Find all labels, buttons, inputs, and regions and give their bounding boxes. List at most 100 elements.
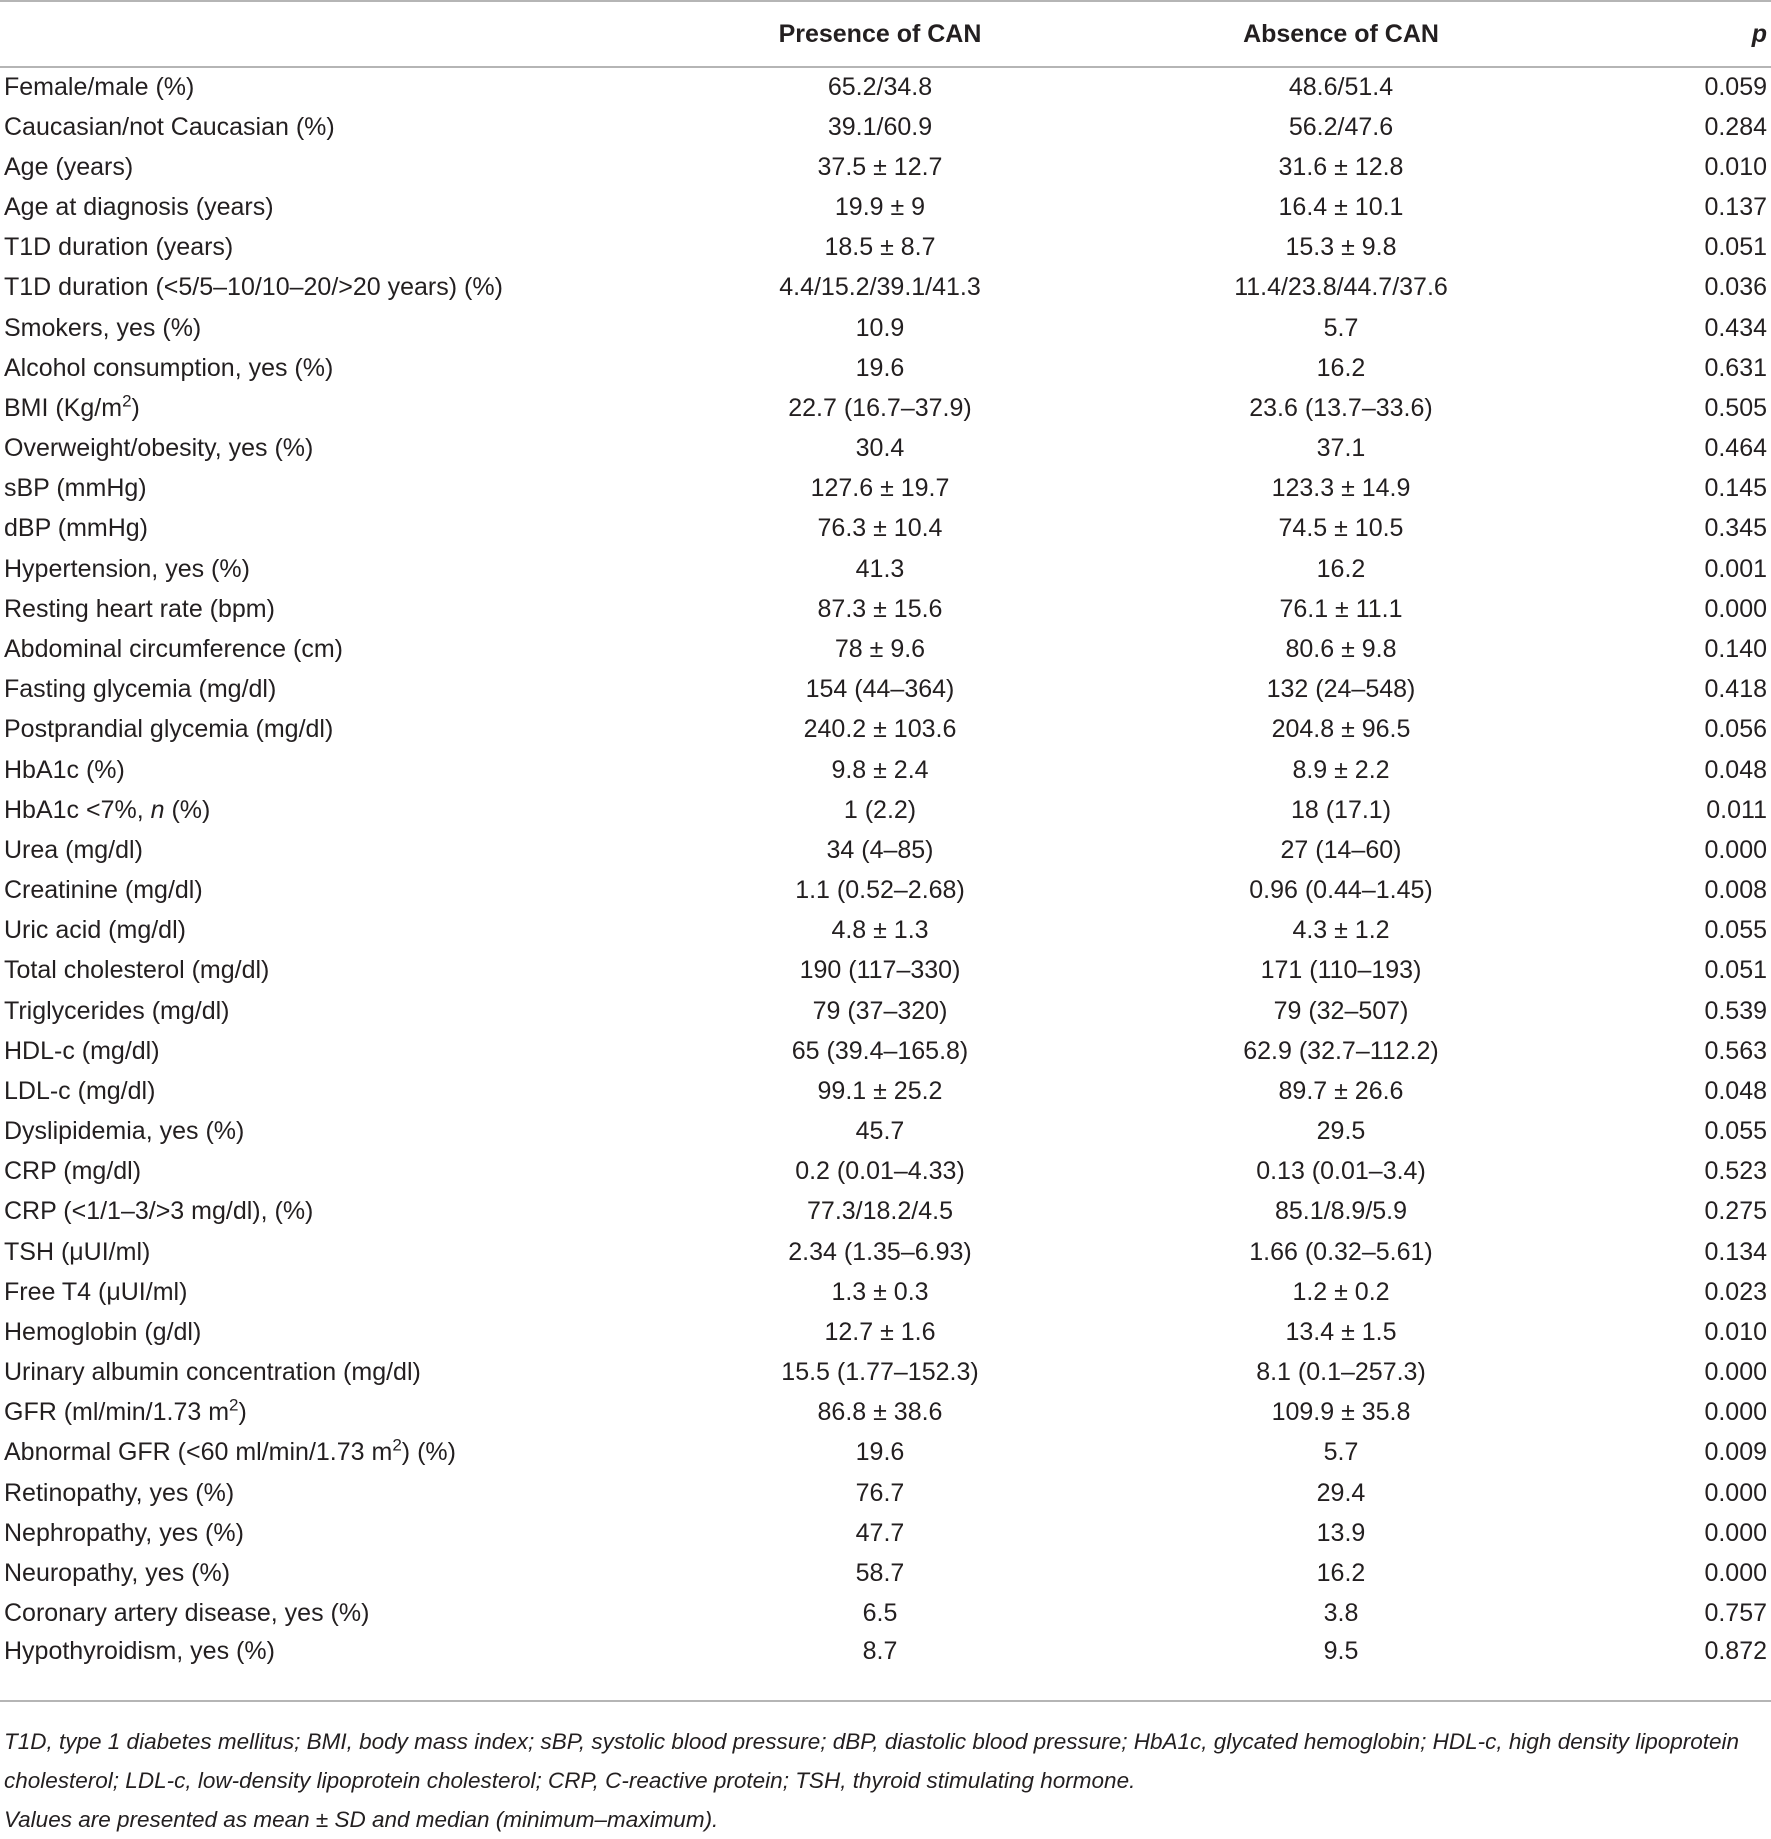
header-row: Presence of CAN Absence of CAN p: [0, 0, 1771, 68]
header-p-value: p: [1562, 0, 1771, 68]
presence-of-can-value: 76.7: [855, 1478, 905, 1507]
row-label-text: Urea (mg/dl): [4, 835, 143, 864]
p-value: 0.010: [1704, 152, 1767, 181]
row-label: CRP (<1/1–3/>3 mg/dl), (%): [0, 1192, 640, 1232]
row-label-text: Age (years): [4, 152, 134, 181]
table-row: Hemoglobin (g/dl) 12.7 ± 1.6 13.4 ± 1.5 0.0…: [0, 1312, 1771, 1352]
row-label: Female/male (%): [0, 67, 640, 107]
row-label: dBP (mmHg): [0, 509, 640, 549]
row-label: GFR (ml/min/1.73 m2): [0, 1393, 640, 1433]
absence-of-can-value: 15.3 ± 9.8: [1285, 233, 1397, 262]
presence-of-can-value: 127.6 ± 19.7: [810, 474, 950, 503]
p-value: 0.055: [1704, 916, 1767, 945]
table-row: Fasting glycemia (mg/dl) 154 (44–364) 132 …: [0, 670, 1771, 710]
presence-of-can-value: 19.6: [855, 353, 905, 382]
presence-of-can-value: 12.7 ± 1.6: [824, 1317, 936, 1346]
table-row: HDL-c (mg/dl) 65 (39.4–165.8) 62.9 (32.7–1…: [0, 1031, 1771, 1071]
absence-of-can-value: 109.9 ± 35.8: [1271, 1398, 1411, 1427]
row-label: CRP (mg/dl): [0, 1152, 640, 1192]
row-label: Neuropathy, yes (%): [0, 1553, 640, 1593]
row-label-text: TSH (μUI/ml): [4, 1237, 151, 1266]
presence-of-can-value: 41.3: [855, 554, 905, 583]
absence-of-can-value: 23.6 (13.7–33.6): [1249, 393, 1433, 422]
absence-of-can-value: 16.2: [1316, 554, 1366, 583]
row-label: sBP (mmHg): [0, 469, 640, 509]
row-label: Smokers, yes (%): [0, 308, 640, 348]
p-value: 0.563: [1704, 1036, 1767, 1065]
characteristics-table: Presence of CAN Absence of CAN p Female/…: [0, 0, 1771, 1674]
row-label: HbA1c (%): [0, 750, 640, 790]
row-label: Resting heart rate (bpm): [0, 589, 640, 629]
row-label: Free T4 (μUI/ml): [0, 1272, 640, 1312]
p-value: 0.000: [1704, 835, 1767, 864]
row-label-text: Triglycerides (mg/dl): [4, 996, 230, 1025]
row-label-text: GFR (ml/min/1.73 m: [4, 1398, 230, 1427]
row-label: Abdominal circumference (cm): [0, 629, 640, 669]
row-label: Creatinine (mg/dl): [0, 870, 640, 910]
table-row: Abdominal circumference (cm) 78 ± 9.6 80.6…: [0, 629, 1771, 669]
p-value: 0.048: [1704, 755, 1767, 784]
row-label-text: Female/male (%): [4, 73, 195, 102]
presence-of-can-value: 39.1/60.9: [827, 112, 933, 141]
p-value: 0.464: [1704, 434, 1767, 463]
p-value: 0.284: [1704, 112, 1767, 141]
row-label-text: Abnormal GFR (<60 ml/min/1.73 m: [4, 1438, 393, 1467]
row-label-text: LDL-c (mg/dl): [4, 1076, 156, 1105]
absence-of-can-value: 13.4 ± 1.5: [1285, 1317, 1397, 1346]
header-presence-of-can: Presence of CAN: [640, 0, 1120, 68]
absence-of-can-value: 171 (110–193): [1260, 956, 1422, 985]
row-label-text: Hypertension, yes (%): [4, 554, 250, 583]
row-label: TSH (μUI/ml): [0, 1232, 640, 1272]
presence-of-can-value: 240.2 ± 103.6: [803, 715, 957, 744]
absence-of-can-value: 13.9: [1316, 1518, 1366, 1547]
row-label-text: Hypothyroidism, yes (%): [4, 1637, 275, 1666]
row-label-text: Retinopathy, yes (%): [4, 1478, 235, 1507]
row-label: Uric acid (mg/dl): [0, 911, 640, 951]
absence-of-can-value: 4.3 ± 1.2: [1292, 916, 1390, 945]
table-row: Total cholesterol (mg/dl) 190 (117–330) 17…: [0, 951, 1771, 991]
row-label: Hypothyroidism, yes (%): [0, 1634, 640, 1674]
footnote-abbreviations: T1D, type 1 diabetes mellitus; BMI, body…: [4, 1729, 1740, 1793]
p-value: 0.008: [1704, 876, 1767, 905]
absence-of-can-value: 8.1 (0.1–257.3): [1256, 1358, 1426, 1387]
table-row: Nephropathy, yes (%) 47.7 13.9 0.000: [0, 1513, 1771, 1553]
table-row: Overweight/obesity, yes (%) 30.4 37.1 0.464: [0, 429, 1771, 469]
row-label-text: HDL-c (mg/dl): [4, 1036, 160, 1065]
row-label: Urinary albumin concentration (mg/dl): [0, 1353, 640, 1393]
table-row: Hypertension, yes (%) 41.3 16.2 0.001: [0, 549, 1771, 589]
absence-of-can-value: 8.9 ± 2.2: [1292, 755, 1390, 784]
p-value: 0.757: [1704, 1599, 1767, 1628]
row-label: Fasting glycemia (mg/dl): [0, 670, 640, 710]
table-row: Creatinine (mg/dl) 1.1 (0.52–2.68) 0.96 (0…: [0, 870, 1771, 910]
row-label: Hemoglobin (g/dl): [0, 1312, 640, 1352]
presence-of-can-value: 190 (117–330): [799, 956, 961, 985]
row-label-text: Fasting glycemia (mg/dl): [4, 675, 277, 704]
table-row: CRP (<1/1–3/>3 mg/dl), (%) 77.3/18.2/4.5 8…: [0, 1192, 1771, 1232]
table-row: Urea (mg/dl) 34 (4–85) 27 (14–60) 0.000: [0, 830, 1771, 870]
presence-of-can-value: 47.7: [855, 1518, 905, 1547]
p-value: 0.434: [1704, 313, 1767, 342]
presence-of-can-value: 1.3 ± 0.3: [831, 1277, 929, 1306]
row-label: Triglycerides (mg/dl): [0, 991, 640, 1031]
presence-of-can-value: 9.8 ± 2.4: [831, 755, 929, 784]
p-value: 0.872: [1704, 1637, 1767, 1666]
row-label: Retinopathy, yes (%): [0, 1473, 640, 1513]
row-label: Coronary artery disease, yes (%): [0, 1594, 640, 1634]
row-label: T1D duration (years): [0, 228, 640, 268]
row-label-text: Resting heart rate (bpm): [4, 594, 275, 623]
p-value: 0.051: [1704, 233, 1767, 262]
absence-of-can-value: 85.1/8.9/5.9: [1274, 1197, 1408, 1226]
row-label-text: Dyslipidemia, yes (%): [4, 1117, 245, 1146]
absence-of-can-value: 79 (32–507): [1273, 996, 1409, 1025]
row-label-text: BMI (Kg/m: [4, 393, 123, 422]
p-value: 0.631: [1704, 353, 1767, 382]
row-label-text: Urinary albumin concentration (mg/dl): [4, 1358, 421, 1387]
row-label-text: sBP (mmHg): [4, 474, 147, 503]
presence-of-can-value: 37.5 ± 12.7: [817, 152, 943, 181]
table-row: Uric acid (mg/dl) 4.8 ± 1.3 4.3 ± 1.2 0.055: [0, 911, 1771, 951]
p-value: 0.009: [1704, 1438, 1767, 1467]
row-label-text: T1D duration (years): [4, 233, 234, 262]
row-label: Dyslipidemia, yes (%): [0, 1111, 640, 1151]
presence-of-can-value: 78 ± 9.6: [834, 634, 926, 663]
